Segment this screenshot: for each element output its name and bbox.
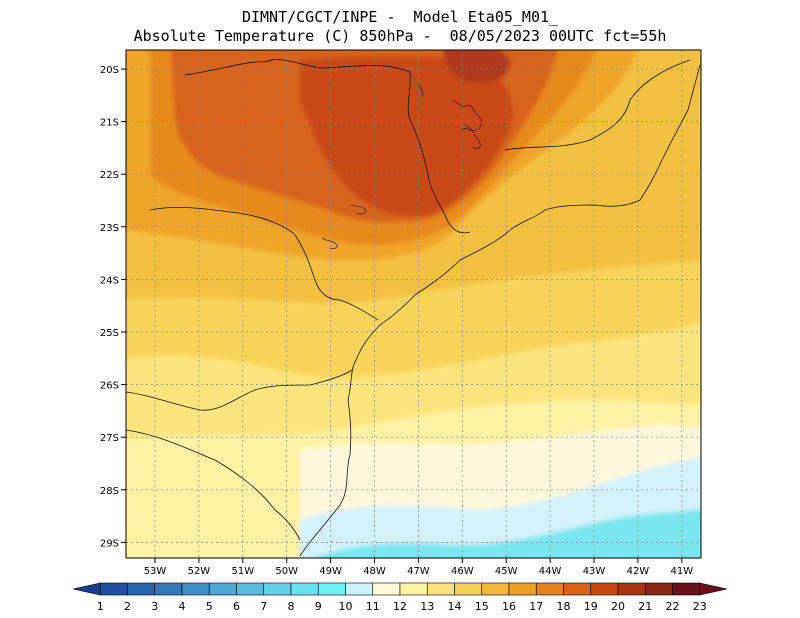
colorbar-segment [426, 582, 455, 596]
lon-label: 45W [495, 566, 518, 577]
lakes [321, 84, 482, 249]
lon-label: 49W [319, 566, 342, 577]
colorbar-segment [127, 582, 156, 596]
colorbar-label: 1 [97, 600, 104, 613]
lon-label: 51W [231, 566, 254, 577]
colorbar-segment [154, 582, 183, 596]
colorbar-label: 3 [151, 600, 158, 613]
colorbar-label: 12 [393, 600, 407, 613]
lon-label: 43W [583, 566, 606, 577]
lon-label: 44W [539, 566, 562, 577]
colorbar-segment [208, 582, 237, 596]
lon-label: 47W [407, 566, 430, 577]
colorbar-segment [644, 582, 673, 596]
colorbar-label: 8 [288, 600, 295, 613]
colorbar-label: 22 [666, 600, 680, 613]
colorbar-label: 2 [124, 600, 131, 613]
temperature-field [126, 50, 701, 558]
colorbar-label: 15 [475, 600, 489, 613]
lon-label: 52W [188, 566, 211, 577]
lon-label: 53W [144, 566, 167, 577]
colorbar-label: 20 [611, 600, 625, 613]
colorbar-label: 21 [638, 600, 652, 613]
colorbar-segment [454, 582, 483, 596]
colorbar-segment [290, 582, 319, 596]
colorbar-label: 14 [448, 600, 462, 613]
lat-label: 24S [100, 275, 119, 286]
colorbar-segment [399, 582, 428, 596]
colorbar-segment [99, 582, 128, 596]
colorbar-segment [563, 582, 592, 596]
colorbar-label: 19 [584, 600, 598, 613]
lat-label: 26S [100, 381, 119, 392]
state-border-sp-mg [184, 59, 471, 234]
colorbar-label: 11 [366, 600, 380, 613]
colorbar-arrow-right [699, 582, 728, 596]
colorbar-segment [181, 582, 210, 596]
colorbar-segment [481, 582, 510, 596]
lon-label: 50W [275, 566, 298, 577]
longitude-labels: 53W 52W 51W 50W 49W 48W 47W 46W 45W 44W 43W 42W 41W [144, 558, 693, 577]
colorbar-label: 5 [206, 600, 213, 613]
colorbar-label: 18 [557, 600, 571, 613]
state-border-sp-pr [149, 207, 379, 321]
lat-label: 20S [100, 65, 119, 76]
coastline [299, 64, 701, 557]
title-line-1: DIMNT/CGCT/INPE - Model Eta05_M01_ [241, 8, 559, 26]
colorbar-label: 4 [179, 600, 186, 613]
colorbar-label: 7 [260, 600, 267, 613]
borders [126, 59, 701, 557]
colorbar-segment [317, 582, 346, 596]
lon-label: 42W [627, 566, 650, 577]
lat-label: 23S [100, 223, 119, 234]
field-10c [314, 509, 701, 558]
title-line-2: Absolute Temperature (C) 850hPa - 08/05/… [133, 27, 667, 45]
lat-label: 21S [100, 118, 119, 129]
lon-label: 41W [670, 566, 693, 577]
lat-label: 29S [100, 538, 119, 549]
colorbar-segment [508, 582, 537, 596]
colorbar-label: 16 [502, 600, 516, 613]
state-border-mg-rj [504, 59, 691, 151]
colorbar-segment [263, 582, 292, 596]
state-border-pr-sc [126, 369, 353, 411]
latitude-labels: 20S 21S 22S 23S 24S 25S 26S 27S 28S 29S [100, 65, 126, 549]
colorbar-label: 9 [315, 600, 322, 613]
lat-label: 27S [100, 433, 119, 444]
colorbar-arrow-left [72, 582, 101, 596]
colorbar-segments [72, 582, 728, 596]
colorbar-segment [617, 582, 646, 596]
field-20c [300, 56, 513, 217]
colorbar-segment [372, 582, 401, 596]
state-border-sc-rs [126, 429, 301, 541]
colorbar-segment [590, 582, 619, 596]
colorbar-labels: 1 2 3 4 5 6 7 8 9 10 11 12 13 14 15 16 17 18 19 20 21 22 23 [97, 600, 707, 613]
colorbar-label: 23 [693, 600, 707, 613]
colorbar-label: 6 [233, 600, 240, 613]
lat-label: 22S [100, 170, 119, 181]
colorbar-segment [535, 582, 564, 596]
colorbar-segment [236, 582, 265, 596]
colorbar-label: 13 [420, 600, 434, 613]
plot-frame [125, 49, 702, 559]
colorbar-segment [672, 582, 701, 596]
field-21c [443, 50, 511, 83]
colorbar-segment [345, 582, 374, 596]
lon-label: 46W [451, 566, 474, 577]
lat-label: 25S [100, 328, 119, 339]
lon-label: 48W [363, 566, 386, 577]
lat-label: 28S [100, 486, 119, 497]
grid-lines [126, 50, 701, 558]
colorbar-label: 17 [529, 600, 543, 613]
colorbar-label: 10 [339, 600, 353, 613]
